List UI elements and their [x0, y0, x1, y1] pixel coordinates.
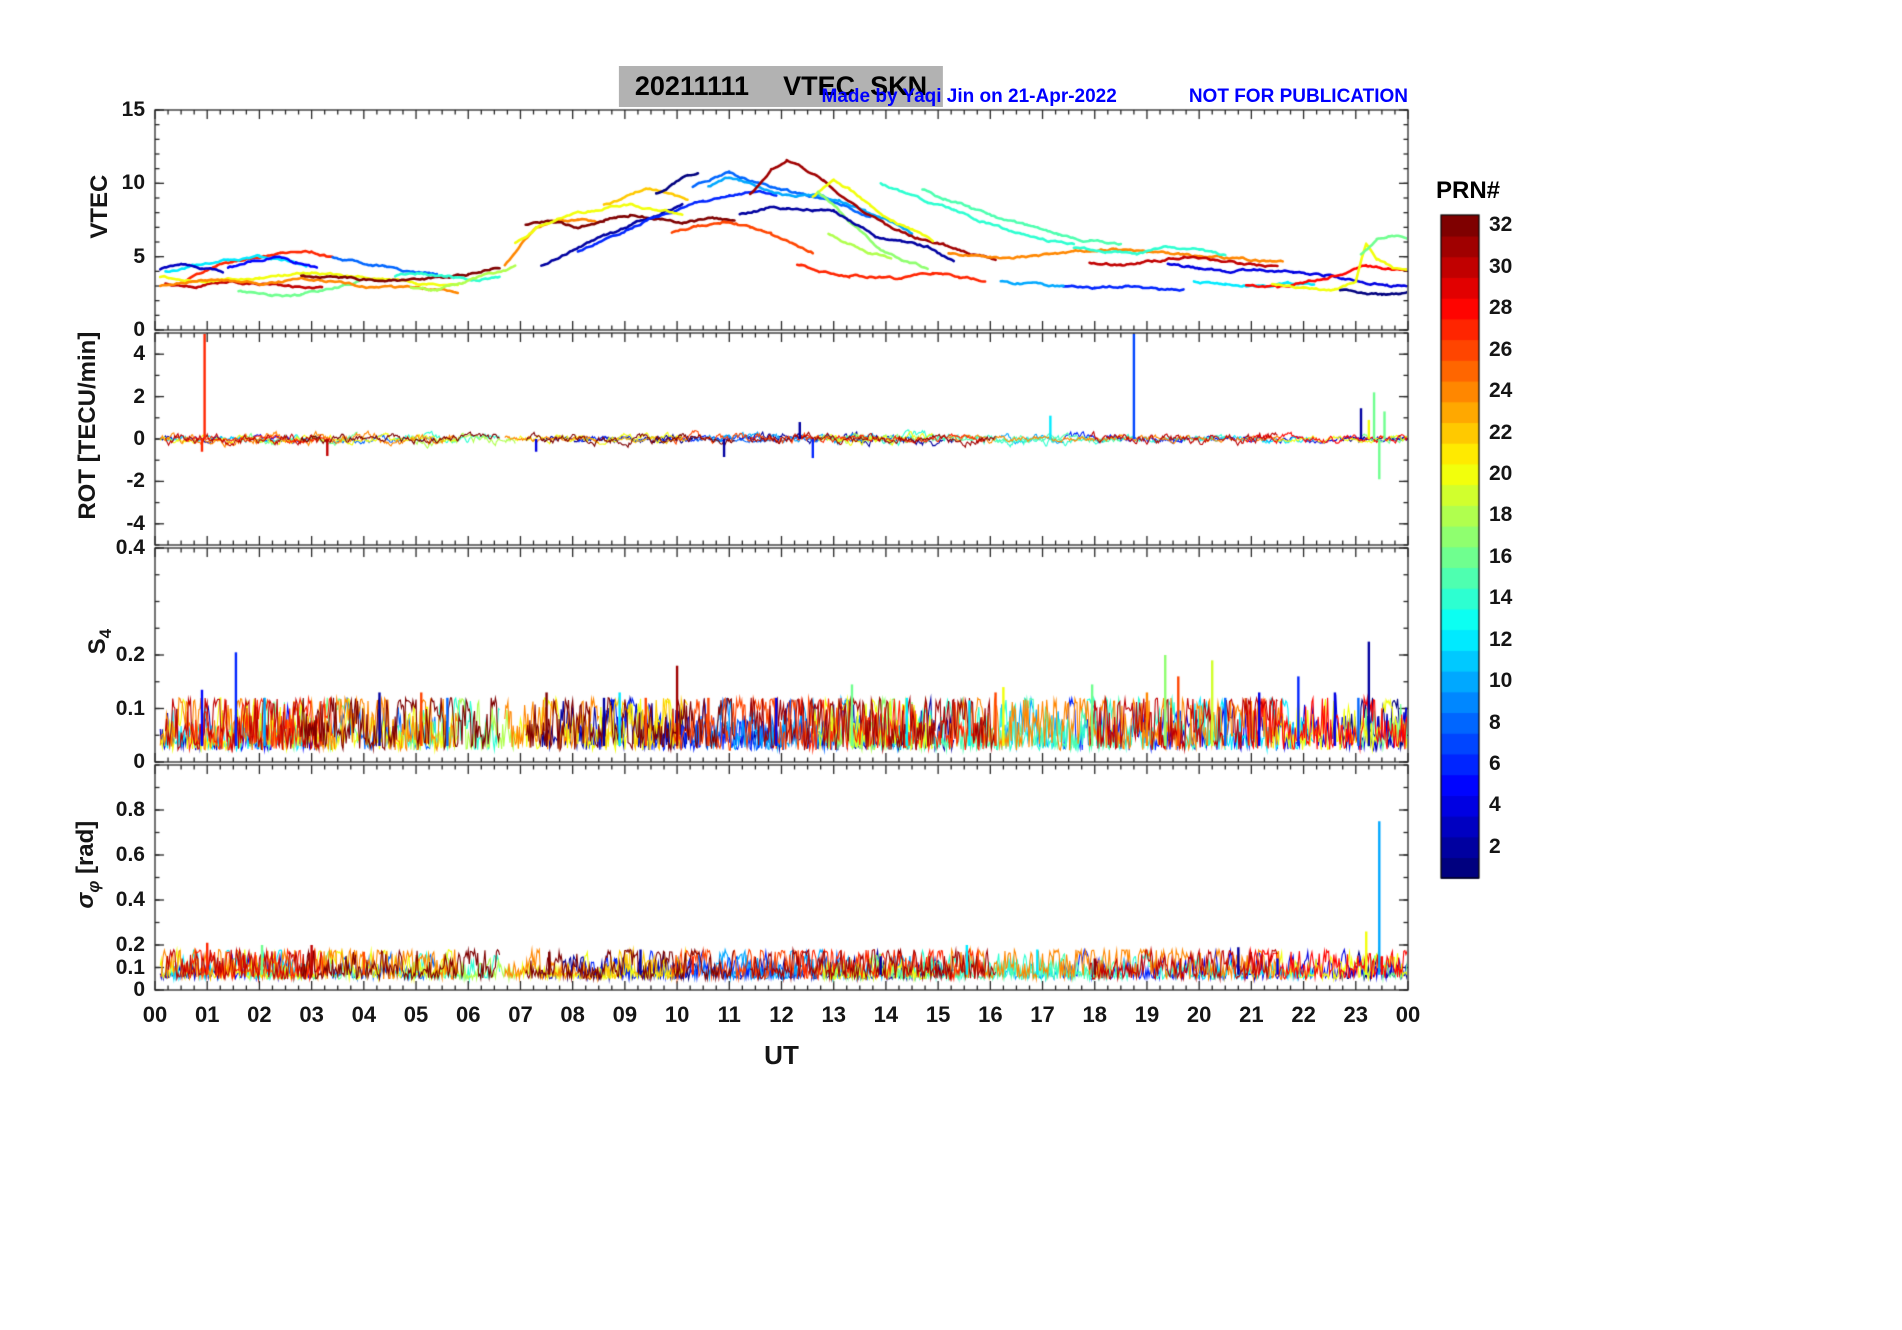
y-tick-label: 0.6 — [115, 843, 145, 866]
colorbar-tick-label: 22 — [1489, 420, 1513, 444]
x-tick-label: 11 — [717, 1002, 741, 1027]
y-tick-label: 0.2 — [115, 643, 145, 666]
y-tick-label: 5 — [133, 244, 145, 268]
colorbar-tick-label: 6 — [1489, 752, 1501, 776]
colorbar-tick-label: 28 — [1489, 296, 1513, 320]
x-tick-label: 05 — [403, 1002, 429, 1027]
colorbar-tick-label: 10 — [1489, 669, 1513, 693]
colorbar-tick-label: 12 — [1489, 627, 1513, 651]
plot-title: 20211111 VTEC SKN — [618, 66, 944, 107]
colorbar-tick-label: 2 — [1489, 834, 1501, 858]
y-tick-label: 0 — [133, 750, 145, 773]
y-tick-label: 2 — [133, 384, 145, 408]
x-tick-label: 14 — [873, 1002, 899, 1027]
colorbar-tick-label: 24 — [1489, 379, 1513, 403]
x-axis-label: UT — [764, 1040, 799, 1070]
x-tick-label: 00 — [1395, 1002, 1421, 1027]
x-tick-label: 01 — [194, 1002, 220, 1027]
colorbar-tick-label: 14 — [1489, 586, 1513, 610]
colorbar-tick-label: 20 — [1489, 461, 1513, 485]
x-tick-label: 12 — [769, 1002, 794, 1027]
x-tick-label: 10 — [664, 1002, 690, 1027]
y-axis-label-rot: ROT [TECU/min] — [74, 331, 101, 520]
credit-warning: NOT FOR PUBLICATION — [1188, 86, 1408, 107]
y-tick-label: 0 — [133, 318, 145, 341]
colorbar-tick-label: 30 — [1489, 254, 1513, 278]
x-tick-label: 20 — [1186, 1002, 1212, 1027]
y-tick-label: 10 — [121, 171, 145, 195]
y-tick-label: -4 — [126, 511, 145, 535]
x-tick-label: 06 — [456, 1002, 481, 1027]
y-tick-label: 0 — [133, 978, 145, 1001]
y-tick-label: 0.1 — [115, 696, 145, 720]
x-tick-label: 22 — [1291, 1002, 1316, 1027]
colorbar-title: PRN# — [1435, 177, 1501, 204]
y-tick-label: 0.4 — [115, 536, 145, 559]
y-axis-label-sigma-phi: σφ [rad] — [72, 820, 103, 909]
x-tick-label: 08 — [560, 1002, 585, 1027]
y-tick-label: 4 — [133, 342, 145, 366]
y-tick-label: 0.8 — [115, 798, 145, 821]
colorbar-tick-label: 4 — [1489, 793, 1501, 817]
colorbar-tick-label: 16 — [1489, 544, 1513, 568]
y-tick-label: 15 — [121, 98, 145, 121]
x-tick-label: 15 — [925, 1002, 951, 1027]
x-tick-label: 03 — [299, 1002, 324, 1027]
x-tick-label: 04 — [351, 1002, 377, 1027]
credit-line: Made by Yaqi Jin on 21-Apr-2022 NOT FOR … — [822, 86, 1409, 108]
x-tick-label: 21 — [1239, 1002, 1264, 1027]
y-tick-label: 0.2 — [115, 933, 145, 956]
colorbar-tick-label: 32 — [1489, 213, 1513, 237]
x-tick-label: 19 — [1134, 1002, 1160, 1027]
colorbar-tick-label: 26 — [1489, 337, 1513, 361]
x-tick-label: 17 — [1030, 1002, 1055, 1027]
y-tick-label: 0.4 — [115, 888, 145, 911]
colorbar-tick-label: 8 — [1489, 710, 1501, 734]
x-tick-label: 02 — [247, 1002, 272, 1027]
x-tick-label: 23 — [1343, 1002, 1369, 1027]
colorbar-tick-label: 18 — [1489, 503, 1513, 527]
title-station: VTEC SKN — [783, 71, 928, 101]
x-tick-label: 16 — [978, 1002, 1003, 1027]
y-tick-label: -2 — [126, 469, 145, 493]
y-tick-label: 0 — [133, 427, 145, 450]
x-tick-label: 07 — [508, 1002, 533, 1027]
x-tick-label: 13 — [821, 1002, 846, 1027]
title-date: 20211111 — [634, 71, 750, 101]
y-tick-label: 0.1 — [115, 955, 145, 979]
x-tick-label: 00 — [142, 1002, 168, 1027]
credit-made-by: Made by Yaqi Jin on 21-Apr-2022 — [821, 86, 1117, 107]
x-tick-label: 18 — [1082, 1002, 1107, 1027]
x-tick-label: 09 — [612, 1002, 638, 1027]
